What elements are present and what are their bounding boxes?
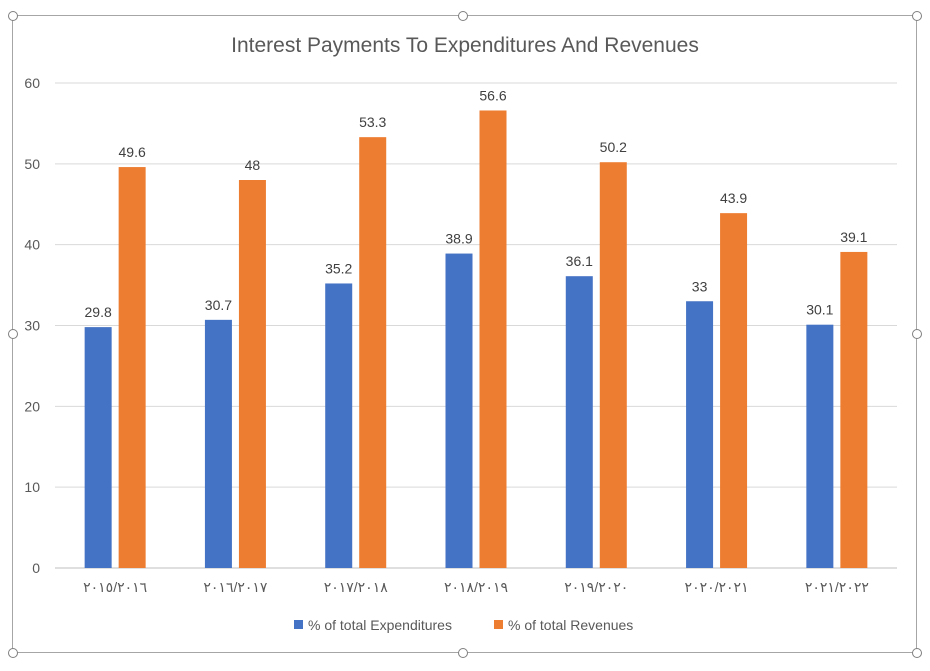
data-label: 33 [692,278,708,294]
bar-revenues[interactable] [479,110,507,568]
resize-handle-top-left[interactable] [8,11,18,21]
bar-revenues[interactable] [599,162,627,568]
bar-expenditures[interactable] [686,301,714,568]
data-label: 39.1 [840,229,867,245]
data-label: 50.2 [600,139,627,155]
resize-handle-top-right[interactable] [912,11,922,21]
legend: % of total Expenditures % of total Revenu… [294,617,633,633]
bars [84,110,868,569]
bar-revenues[interactable] [238,180,266,568]
legend-label-expenditures: % of total Expenditures [308,617,452,633]
bar-revenues[interactable] [118,167,146,569]
resize-handle-bottom-left[interactable] [8,648,18,658]
bar-revenues[interactable] [840,251,868,569]
bar-expenditures[interactable] [445,253,473,568]
x-tick-label: ٢٠١٩/٢٠٢٠ [564,579,628,595]
resize-handle-top-center[interactable] [458,11,468,21]
x-axis: ٢٠١٥/٢٠١٦ ٢٠١٦/٢٠١٧ ٢٠١٧/٢٠١٨ ٢٠١٨/٢٠١٩ ٢٠١٩… [83,579,869,595]
x-tick-label: ٢٠١٥/٢٠١٦ [83,579,147,595]
data-label: 36.1 [566,253,593,269]
x-tick-label: ٢٠٢١/٢٠٢٢ [805,579,869,595]
data-label: 49.6 [119,144,146,160]
resize-handle-middle-right[interactable] [912,329,922,339]
y-tick-label: 20 [24,398,40,414]
data-label: 35.2 [325,260,352,276]
x-tick-label: ٢٠١٧/٢٠١٨ [324,579,389,595]
data-label: 43.9 [720,190,747,206]
y-axis: 0 10 20 30 40 50 60 [24,75,40,576]
resize-handle-middle-left[interactable] [8,329,18,339]
chart-title: Interest Payments To Expenditures And Re… [231,34,699,57]
data-label: 56.6 [479,87,506,103]
bar-expenditures[interactable] [806,324,834,568]
y-tick-label: 0 [32,560,40,576]
bar-expenditures[interactable] [565,276,593,568]
x-tick-label: ٢٠١٨/٢٠١٩ [444,579,508,595]
legend-swatch-expenditures [294,620,303,629]
resize-handle-bottom-right[interactable] [912,648,922,658]
data-label: 30.1 [806,302,833,318]
bar-expenditures[interactable] [84,327,112,568]
gridlines [55,82,897,569]
x-tick-label: ٢٠٢٠/٢٠٢١ [685,579,749,595]
data-label: 38.9 [445,231,472,247]
bar-expenditures[interactable] [204,319,232,568]
legend-swatch-revenues [494,620,503,629]
x-tick-label: ٢٠١٦/٢٠١٧ [203,579,268,595]
y-tick-label: 50 [24,156,40,172]
y-tick-label: 40 [24,237,40,253]
resize-handle-bottom-center[interactable] [458,648,468,658]
bar-expenditures[interactable] [325,283,353,568]
data-label: 29.8 [85,304,112,320]
data-label: 30.7 [205,297,232,313]
legend-label-revenues: % of total Revenues [508,617,633,633]
y-tick-label: 60 [24,75,40,91]
data-labels: 29.8 49.6 30.7 48 35.2 53.3 38.9 56.6 36.1 50.2 33… [85,87,868,320]
bar-revenues[interactable] [359,137,387,569]
data-label: 48 [245,157,261,173]
y-tick-label: 30 [24,318,40,334]
bar-revenues[interactable] [720,213,748,568]
data-label: 53.3 [359,114,386,130]
y-tick-label: 10 [24,479,40,495]
